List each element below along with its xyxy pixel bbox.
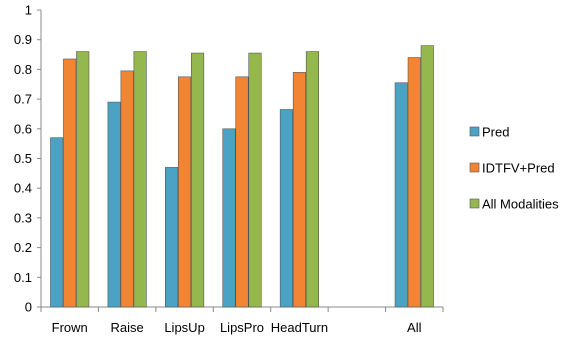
y-tick-label: 0 xyxy=(25,300,32,315)
bar-pred-lipsup xyxy=(165,167,179,308)
bar-all-modalities-lipspro xyxy=(248,52,262,308)
legend-swatch-all-modalities xyxy=(469,198,480,209)
legend: Pred IDTFV+Pred All Modalities xyxy=(469,125,559,212)
x-tick-label-frown: Frown xyxy=(52,320,88,335)
legend-label-idtfv-pred: IDTFV+Pred xyxy=(482,161,555,176)
y-tick-label: 1 xyxy=(25,3,32,18)
y-tick-label: 0.1 xyxy=(14,270,32,285)
legend-label-all-modalities: All Modalities xyxy=(482,197,559,212)
bar-pred-raise xyxy=(107,101,121,308)
y-tick-label: 0.7 xyxy=(14,92,32,107)
legend-label-pred: Pred xyxy=(482,125,509,140)
y-tick-label: 0.4 xyxy=(14,181,32,196)
bar-all-modalities-raise xyxy=(133,51,147,308)
x-tick-label-lipsup: LipsUp xyxy=(164,320,204,335)
bar-pred-headturn xyxy=(279,109,293,308)
bar-idtfv-pred-lipspro xyxy=(235,76,249,308)
x-tick-label-all: All xyxy=(407,320,422,335)
y-tick-labels: 0 0.1 0.2 0.3 0.4 0.5 0.6 0.7 0.8 0.9 1 xyxy=(14,3,32,315)
bar-idtfv-pred-frown xyxy=(63,58,77,308)
bar-idtfv-pred-headturn xyxy=(292,72,306,308)
y-tick-label: 0.3 xyxy=(14,210,32,225)
bar-pred-frown xyxy=(50,137,64,308)
y-tick-label: 0.2 xyxy=(14,240,32,255)
bar-pred-all xyxy=(394,82,408,308)
x-tick-label-raise: Raise xyxy=(111,320,144,335)
chart-bars xyxy=(50,45,434,308)
y-tick-label: 0.5 xyxy=(14,151,32,166)
bar-all-modalities-frown xyxy=(76,51,90,308)
x-tick-labels: Frown Raise LipsUp LipsPro HeadTurn All xyxy=(52,320,422,335)
legend-swatch-pred xyxy=(469,126,480,137)
y-tick-label: 0.6 xyxy=(14,121,32,136)
legend-swatch-idtfv-pred xyxy=(469,162,480,173)
bar-all-modalities-all xyxy=(420,45,434,308)
bar-idtfv-pred-raise xyxy=(120,70,134,308)
y-tick-label: 0.9 xyxy=(14,32,32,47)
bar-idtfv-pred-lipsup xyxy=(178,76,192,308)
bar-idtfv-pred-all xyxy=(407,57,421,308)
bar-pred-lipspro xyxy=(222,128,236,308)
y-tick-label: 0.8 xyxy=(14,62,32,77)
x-tick-label-headturn: HeadTurn xyxy=(271,320,328,335)
x-tick-label-lipspro: LipsPro xyxy=(220,320,264,335)
bar-all-modalities-lipsup xyxy=(191,52,205,308)
bar-all-modalities-headturn xyxy=(305,51,319,308)
